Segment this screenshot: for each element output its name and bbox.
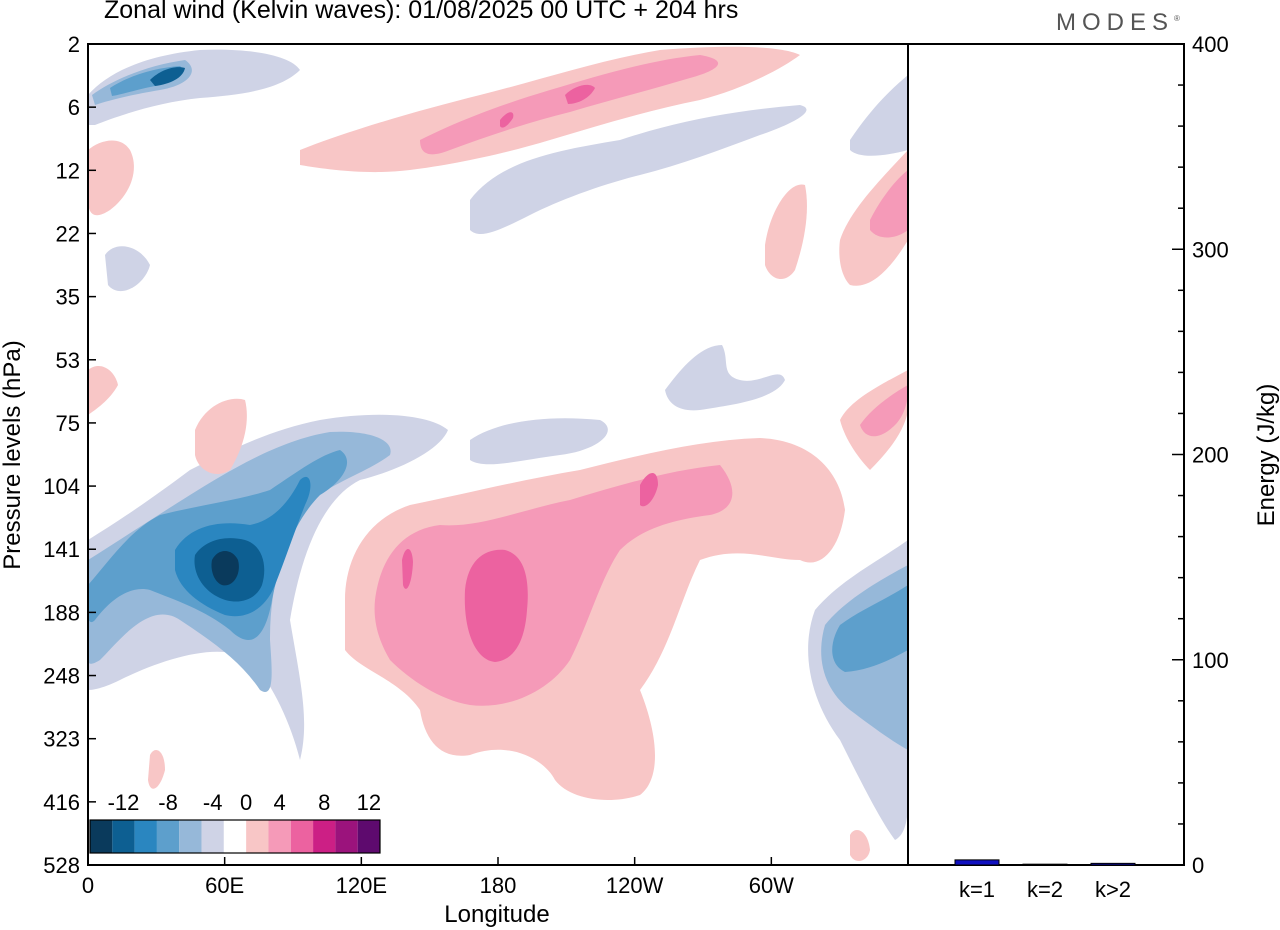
- colorbar-label: 8: [318, 790, 330, 815]
- energy-axis-label: Energy (J/kg): [1253, 384, 1280, 527]
- contour-pos-2: [374, 465, 733, 706]
- energy-bar-k=2: [1022, 863, 1068, 866]
- contour-neg-18: [150, 67, 185, 86]
- y-tick-label: 53: [56, 348, 80, 373]
- colorbar-swatch: [201, 820, 224, 853]
- contour-neg-14: [105, 246, 150, 292]
- energy-tick-label: 100: [1192, 648, 1229, 673]
- energy-tick-label: 400: [1192, 32, 1229, 57]
- energy-axis: 0 100 200 300 400: [1172, 32, 1229, 878]
- contour-pos-19: [850, 830, 870, 862]
- colorbar: -12 -8 -4 0 4 8 12: [89, 790, 381, 854]
- y-tick-label: 141: [43, 537, 80, 562]
- contour-neg-12: [470, 105, 807, 235]
- energy-bar-k=1: [954, 859, 1000, 866]
- colorbar-swatch: [268, 820, 291, 853]
- colorbar-swatch: [134, 820, 157, 853]
- contour-neg-10: [470, 418, 608, 465]
- colorbar-swatch: [246, 820, 269, 853]
- colorbar-swatch: [313, 820, 336, 853]
- x-tick-label: 60E: [205, 873, 244, 898]
- colorbar-swatch: [112, 820, 135, 853]
- y-axis-label: Pressure levels (hPa): [0, 340, 26, 569]
- y-tick-label: 528: [43, 853, 80, 878]
- contour-pos-5: [402, 548, 413, 589]
- pressure-axis: 2 6 12 22 35 53 75 104 141 188 248 323 416 528: [43, 32, 96, 878]
- chart-title: Zonal wind (Kelvin waves): 01/08/2025 00…: [104, 0, 739, 24]
- colorbar-swatch: [90, 820, 113, 853]
- colorbar-swatch: [223, 820, 247, 853]
- colorbar-frame: [89, 819, 381, 854]
- contour-pos-13: [565, 84, 595, 104]
- brand-text: MODES: [1056, 9, 1175, 36]
- longitude-axis: 0 60E 120E 180 120W 60W: [82, 857, 794, 898]
- contour-pos-7: [860, 385, 908, 437]
- contour-pos-10: [765, 184, 807, 280]
- energy-tick-label: 200: [1192, 443, 1229, 468]
- contour-neg-9: [832, 585, 908, 672]
- y-tick-label: 12: [56, 158, 80, 183]
- contour-neg-13: [850, 75, 908, 156]
- x-tick-label: 120W: [606, 873, 664, 898]
- energy-bars: k=1 k=2 k>2: [954, 859, 1136, 902]
- energy-bar-k>2: [1090, 862, 1136, 866]
- energy-tick-label: 300: [1192, 237, 1229, 262]
- contour-neg-15: [88, 49, 300, 125]
- y-tick-label: 188: [43, 600, 80, 625]
- colorbar-swatch: [335, 820, 358, 853]
- bar-category-label: k>2: [1095, 877, 1131, 902]
- contour-pos-3: [464, 549, 528, 662]
- wind-contour-field: [88, 46, 908, 862]
- contour-pos-18: [148, 750, 165, 789]
- colorbar-label: 0: [240, 790, 252, 815]
- contour-pos-15: [88, 140, 134, 216]
- y-tick-label: 22: [56, 221, 80, 246]
- colorbar-swatch: [179, 820, 202, 853]
- colorbar-label: -8: [158, 790, 178, 815]
- contour-pos-4: [640, 472, 658, 507]
- colorbar-swatch: [357, 820, 380, 853]
- y-tick-label: 248: [43, 664, 80, 689]
- y-tick-label: 104: [43, 474, 80, 499]
- contour-neg-6: [211, 551, 239, 586]
- x-tick-label: 180: [480, 873, 517, 898]
- y-tick-label: 2: [68, 32, 80, 57]
- contour-pos-9: [870, 170, 908, 238]
- brand-logo: MODES®: [1056, 9, 1180, 37]
- contour-neg-11: [665, 345, 785, 411]
- colorbar-label: -4: [203, 790, 223, 815]
- contour-pos-16: [88, 365, 118, 415]
- contour-pos-14: [500, 112, 514, 128]
- x-tick-label: 120E: [336, 873, 387, 898]
- colorbar-label: 12: [357, 790, 381, 815]
- energy-plot-frame: [907, 43, 1185, 866]
- y-tick-label: 323: [43, 727, 80, 752]
- colorbar-label: -12: [108, 790, 140, 815]
- bar-category-label: k=2: [1027, 877, 1063, 902]
- contour-pos-12: [420, 55, 719, 155]
- colorbar-swatch: [290, 820, 314, 853]
- energy-tick-label: 0: [1192, 853, 1204, 878]
- registered-mark: ®: [1174, 14, 1180, 23]
- colorbar-label: 4: [273, 790, 285, 815]
- y-tick-label: 6: [68, 95, 80, 120]
- colorbar-swatch: [156, 820, 180, 853]
- x-tick-label: 0: [82, 873, 94, 898]
- x-axis-label: Longitude: [444, 901, 549, 928]
- contour-pos-17: [195, 398, 247, 475]
- y-tick-label: 35: [56, 285, 80, 310]
- bar-category-label: k=1: [959, 877, 995, 902]
- y-tick-label: 416: [43, 790, 80, 815]
- x-tick-label: 60W: [749, 873, 794, 898]
- y-tick-label: 75: [56, 411, 80, 436]
